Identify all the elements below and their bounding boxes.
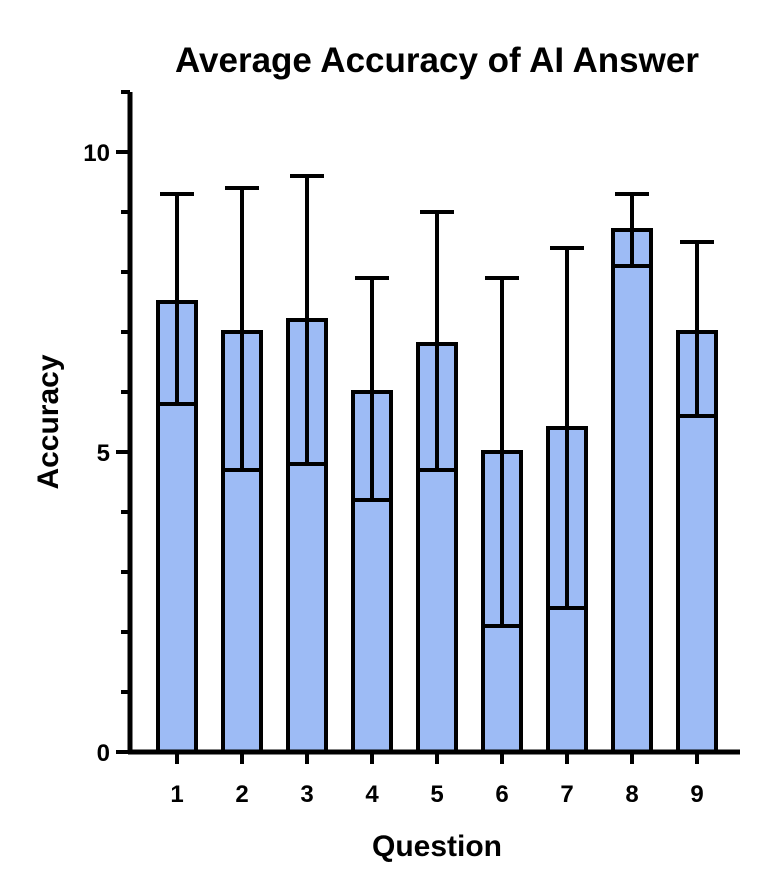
y-tick-label: 0 [97, 740, 110, 767]
chart-title: Average Accuracy of AI Answer [175, 41, 699, 80]
plot-area: 1 2 3 4 5 6 7 8 9 0 5 10 [83, 90, 740, 808]
x-tick-label: 7 [560, 781, 573, 808]
x-tick-label: 1 [170, 781, 183, 808]
x-tick-label: 6 [495, 781, 508, 808]
x-tick-label: 5 [430, 781, 443, 808]
x-tick-label: 9 [690, 781, 703, 808]
x-tick-label: 3 [300, 781, 313, 808]
y-tick-label: 5 [97, 440, 110, 467]
x-axis-label: Question [372, 830, 502, 863]
y-axis-label: Accuracy [32, 354, 65, 489]
x-tick-label: 8 [625, 781, 638, 808]
x-tick-label: 4 [365, 781, 379, 808]
x-tick-label: 2 [235, 781, 248, 808]
bar [611, 228, 653, 754]
y-tick-label: 10 [83, 140, 110, 167]
